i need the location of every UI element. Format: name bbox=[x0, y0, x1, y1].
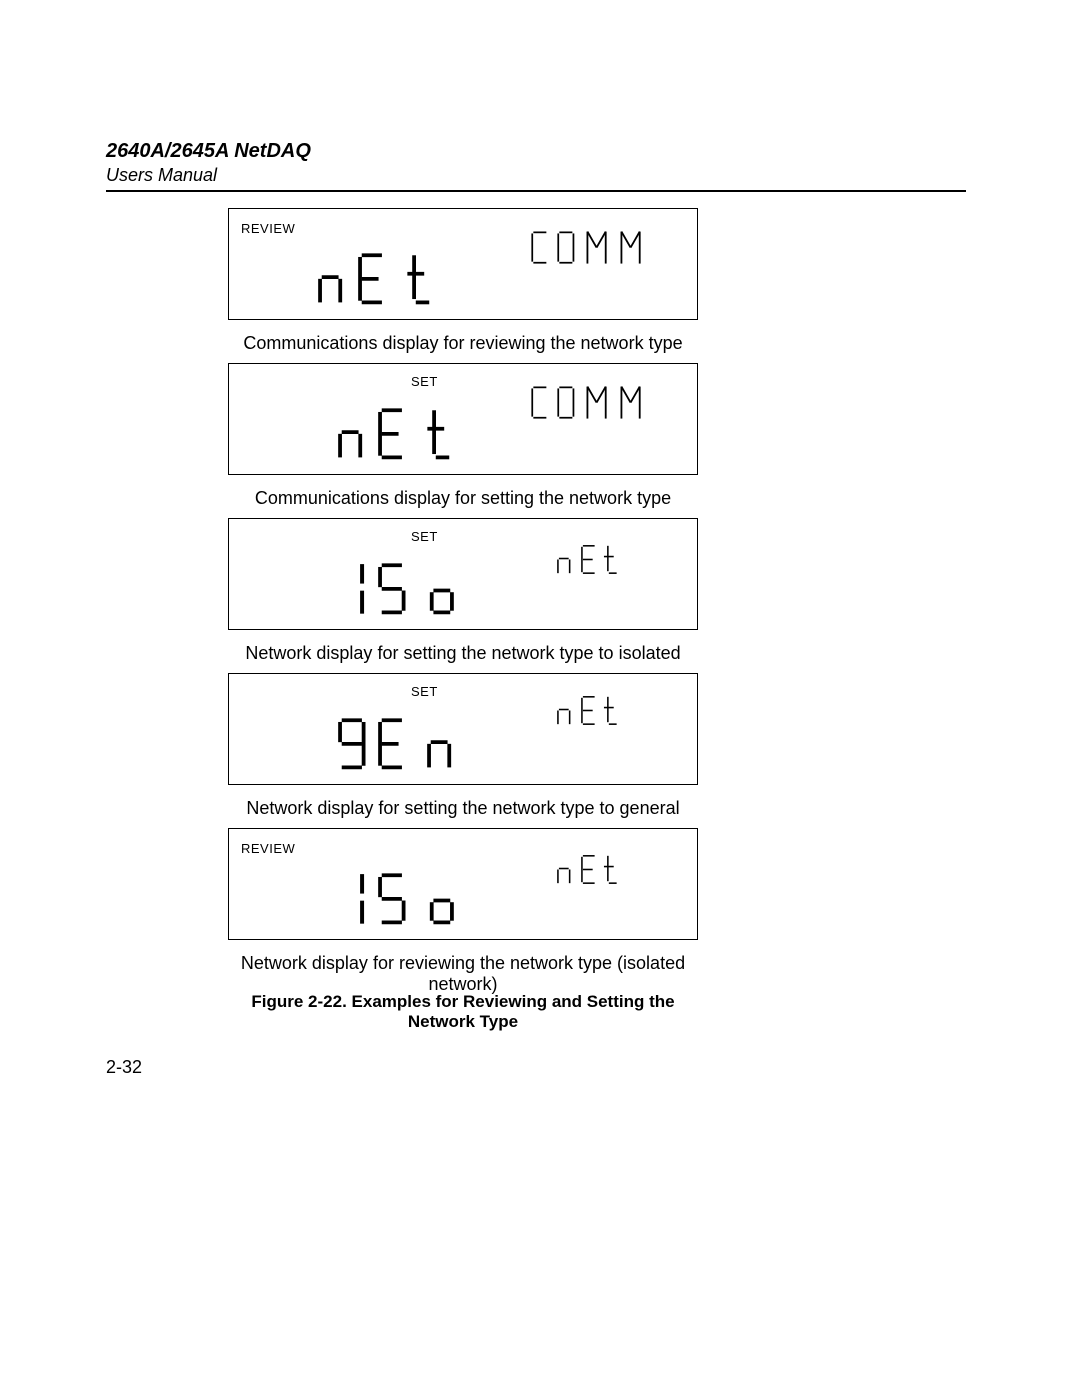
lcd-aux-readout bbox=[555, 851, 622, 887]
seg-glyph-C bbox=[529, 382, 551, 422]
seg-glyph-S bbox=[375, 557, 409, 619]
seg-glyph-M bbox=[618, 227, 643, 267]
seg-glyph-o bbox=[425, 557, 459, 619]
mode-label-set: SET bbox=[411, 529, 438, 544]
lcd-aux-readout bbox=[529, 382, 643, 422]
seg-glyph-n bbox=[555, 541, 575, 577]
seg-glyph-n bbox=[555, 851, 575, 887]
panel-caption: Network display for setting the network … bbox=[228, 798, 698, 819]
seg-glyph-I bbox=[355, 557, 369, 619]
seg-glyph-I bbox=[355, 867, 369, 929]
seg-glyph-o bbox=[425, 867, 459, 929]
seg-glyph-E bbox=[579, 851, 599, 887]
page-header-title: 2640A/2645A NetDAQ bbox=[106, 140, 311, 163]
lcd-panel: REVIEW bbox=[228, 828, 698, 940]
seg-glyph-n bbox=[335, 402, 369, 464]
lcd-main-readout bbox=[335, 712, 458, 774]
lcd-panel: SET bbox=[228, 673, 698, 785]
seg-glyph-C bbox=[529, 227, 551, 267]
lcd-aux-readout bbox=[555, 541, 622, 577]
mode-label-set: SET bbox=[411, 374, 438, 389]
panel-caption: Communications display for setting the n… bbox=[228, 488, 698, 509]
seg-glyph-M bbox=[584, 382, 609, 422]
lcd-aux-readout bbox=[555, 692, 622, 728]
seg-glyph-t bbox=[602, 692, 622, 728]
seg-glyph-E bbox=[579, 692, 599, 728]
seg-glyph-t bbox=[424, 402, 458, 464]
panel-caption: Network display for reviewing the networ… bbox=[228, 953, 698, 995]
lcd-main-readout bbox=[315, 247, 438, 309]
seg-glyph-E bbox=[355, 247, 389, 309]
seg-glyph-n bbox=[555, 692, 575, 728]
seg-glyph-O bbox=[555, 227, 577, 267]
seg-glyph-E bbox=[579, 541, 599, 577]
figure-caption: Figure 2-22. Examples for Reviewing and … bbox=[228, 992, 698, 1032]
panel-caption: Network display for setting the network … bbox=[228, 643, 698, 664]
seg-glyph-t bbox=[404, 247, 438, 309]
seg-glyph-n bbox=[315, 247, 349, 309]
lcd-panel: REVIEW bbox=[228, 208, 698, 320]
seg-glyph-E bbox=[375, 712, 409, 774]
lcd-panel: SET bbox=[228, 518, 698, 630]
page-header-subtitle: Users Manual bbox=[106, 165, 217, 186]
seg-glyph-S bbox=[375, 867, 409, 929]
lcd-panel: SET bbox=[228, 363, 698, 475]
seg-glyph-n bbox=[424, 712, 458, 774]
page-number: 2-32 bbox=[106, 1057, 142, 1078]
lcd-main-readout bbox=[355, 557, 458, 619]
seg-glyph-g bbox=[335, 712, 369, 774]
mode-label-review: REVIEW bbox=[241, 221, 295, 236]
lcd-main-readout bbox=[335, 402, 458, 464]
lcd-aux-readout bbox=[529, 227, 643, 267]
lcd-main-readout bbox=[355, 867, 458, 929]
panel-caption: Communications display for reviewing the… bbox=[228, 333, 698, 354]
seg-glyph-O bbox=[555, 382, 577, 422]
seg-glyph-E bbox=[375, 402, 409, 464]
seg-glyph-M bbox=[584, 227, 609, 267]
seg-glyph-t bbox=[602, 541, 622, 577]
mode-label-review: REVIEW bbox=[241, 841, 295, 856]
seg-glyph-t bbox=[602, 851, 622, 887]
header-rule bbox=[106, 190, 966, 192]
seg-glyph-M bbox=[618, 382, 643, 422]
mode-label-set: SET bbox=[411, 684, 438, 699]
